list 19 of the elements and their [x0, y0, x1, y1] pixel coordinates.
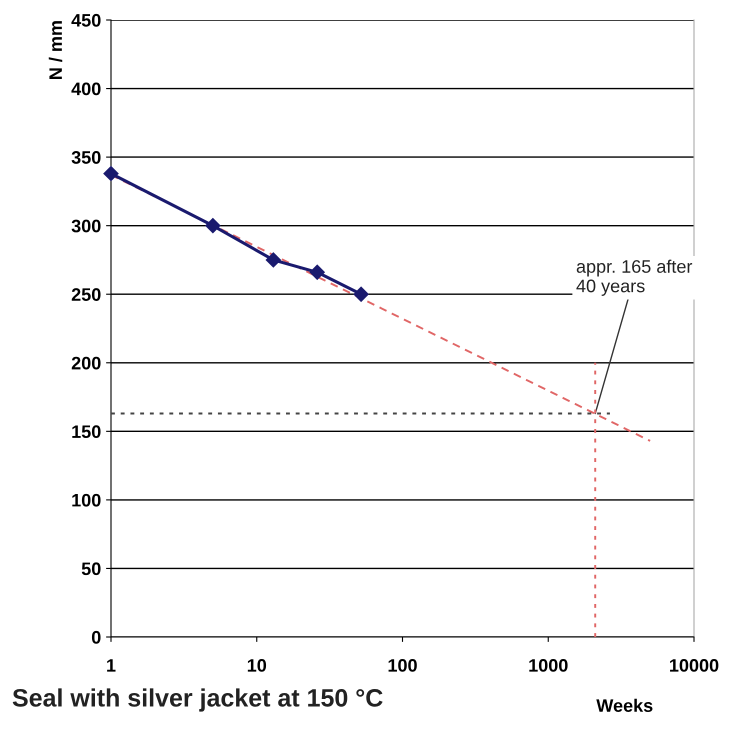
y-tick-label: 0 — [92, 630, 101, 644]
x-tick-label: 100 — [388, 659, 417, 672]
y-axis-title: N / mm — [48, 21, 62, 79]
y-tick-label: 350 — [72, 151, 101, 164]
y-tick-label: 200 — [72, 356, 101, 370]
y-tick-label: 300 — [72, 220, 101, 232]
x-tick-label: 1 — [107, 659, 116, 672]
y-tick-label: 400 — [71, 82, 101, 96]
x-tick-label: 1000 — [529, 659, 568, 672]
x-tick-label: 10000 — [670, 659, 718, 672]
y-tick-label: 50 — [82, 562, 101, 576]
y-tick-label: 150 — [72, 425, 101, 438]
y-tick-label: 250 — [72, 288, 101, 301]
text: Seal with silver jacket at 150 °C — [12, 688, 383, 712]
y-tick-label: 450 — [71, 14, 101, 27]
x-axis-title: Weeks — [596, 698, 652, 712]
x-tick-label: 10 — [248, 659, 266, 672]
y-tick-label: 100 — [72, 494, 101, 507]
annotation: appr. 165 after 40 years — [576, 260, 692, 296]
